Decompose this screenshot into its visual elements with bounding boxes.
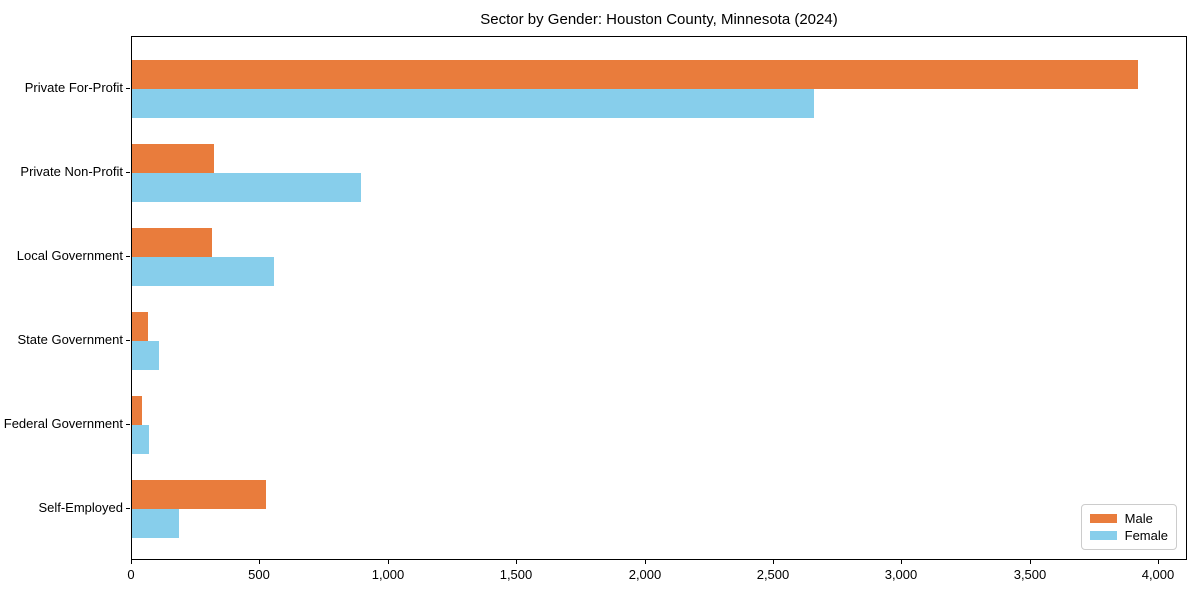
x-tick-label-2000: 2,000 bbox=[628, 567, 662, 582]
y-tick-label-local-government: Local Government bbox=[16, 248, 123, 263]
x-tick-mark bbox=[388, 560, 389, 564]
y-tick-mark bbox=[126, 88, 130, 89]
bar-male-federal-government bbox=[132, 396, 142, 425]
x-tick-label-4000: 4,000 bbox=[1141, 567, 1175, 582]
legend-swatch-male bbox=[1089, 514, 1117, 523]
bar-male-self-employed bbox=[132, 480, 266, 509]
y-tick-label-private-for-profit: Private For-Profit bbox=[24, 80, 123, 95]
legend-label-female: Female bbox=[1124, 528, 1168, 543]
y-tick-label-self-employed: Self-Employed bbox=[38, 500, 123, 515]
x-tick-label-3500: 3,500 bbox=[1013, 567, 1047, 582]
x-tick-label-3000: 3,000 bbox=[884, 567, 918, 582]
bar-female-local-government bbox=[132, 257, 274, 286]
x-tick-mark bbox=[516, 560, 517, 564]
x-tick-mark bbox=[645, 560, 646, 564]
bar-female-self-employed bbox=[132, 509, 179, 538]
bar-male-private-non-profit bbox=[132, 144, 214, 173]
x-tick-label-2500: 2,500 bbox=[756, 567, 790, 582]
x-tick-mark bbox=[259, 560, 260, 564]
y-tick-label-private-non-profit: Private Non-Profit bbox=[20, 164, 123, 179]
bar-female-private-non-profit bbox=[132, 173, 361, 202]
x-tick-label-1000: 1,000 bbox=[371, 567, 405, 582]
legend: Male Female bbox=[1080, 504, 1177, 550]
x-tick-mark bbox=[901, 560, 902, 564]
x-tick-mark bbox=[131, 560, 132, 564]
x-tick-label-500: 500 bbox=[248, 567, 270, 582]
bar-male-private-for-profit bbox=[132, 60, 1138, 89]
bar-male-state-government bbox=[132, 312, 148, 341]
legend-item-male: Male bbox=[1089, 510, 1168, 527]
y-tick-mark bbox=[126, 424, 130, 425]
x-tick-label-0: 0 bbox=[127, 567, 135, 582]
y-tick-mark bbox=[126, 172, 130, 173]
bar-female-state-government bbox=[132, 341, 159, 370]
plot-area: Male Female bbox=[131, 36, 1187, 560]
legend-item-female: Female bbox=[1089, 527, 1168, 544]
x-tick-mark bbox=[1158, 560, 1159, 564]
legend-swatch-female bbox=[1089, 531, 1117, 540]
legend-label-male: Male bbox=[1124, 511, 1153, 526]
bar-male-local-government bbox=[132, 228, 212, 257]
x-tick-mark bbox=[1030, 560, 1031, 564]
y-tick-mark bbox=[126, 340, 130, 341]
bar-female-federal-government bbox=[132, 425, 149, 454]
y-tick-label-state-government: State Government bbox=[17, 332, 124, 347]
x-tick-label-1500: 1,500 bbox=[499, 567, 533, 582]
x-tick-mark bbox=[773, 560, 774, 564]
y-tick-mark bbox=[126, 508, 130, 509]
bar-female-private-for-profit bbox=[132, 89, 814, 118]
chart-title: Sector by Gender: Houston County, Minnes… bbox=[480, 11, 838, 28]
y-tick-label-federal-government: Federal Government bbox=[3, 416, 123, 431]
y-tick-mark bbox=[126, 256, 130, 257]
